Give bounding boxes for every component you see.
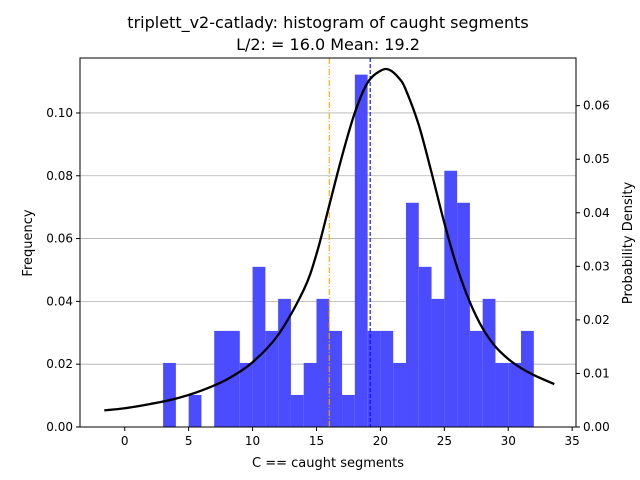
histogram-bar [252, 266, 266, 427]
y-axis-label: Frequency [21, 209, 36, 276]
x-tick-label: 35 [565, 434, 580, 448]
y-tick-label: 0.00 [46, 420, 73, 434]
histogram-bar [367, 330, 381, 427]
x-tick-label: 10 [245, 434, 260, 448]
y-tick-label: 0.02 [46, 357, 73, 371]
histogram-bar [495, 362, 509, 427]
y2-axis-label: Probability Density [621, 182, 636, 305]
histogram-bar [431, 298, 445, 427]
y2-axis-ticks: 0.00 0.01 0.02 0.03 0.04 0.05 0.06 [576, 99, 610, 434]
histogram-bar [457, 202, 470, 427]
histogram-bar [380, 330, 394, 427]
x-axis-label: C == caught segments [252, 456, 404, 471]
histogram-bar [342, 394, 355, 427]
histogram-bar [418, 266, 432, 427]
histogram-bar [482, 298, 496, 427]
histogram-bar [508, 362, 522, 427]
y-tick-label: 0.06 [46, 232, 73, 246]
y-tick-label: 0.08 [46, 169, 73, 183]
y-tick-label: 0.10 [46, 106, 73, 120]
histogram-bar [303, 362, 317, 427]
y2-tick-label: 0.01 [583, 366, 610, 380]
histogram-bar [444, 170, 458, 427]
chart-subtitle: L/2: = 16.0 Mean: 19.2 [236, 35, 420, 54]
histogram-bar [188, 394, 202, 427]
histogram-bar [469, 330, 483, 427]
y-tick-label: 0.04 [46, 294, 73, 308]
plot-frame [79, 57, 577, 428]
y-axis-ticks: 0.00 0.02 0.04 0.06 0.08 0.10 [46, 106, 80, 434]
density-curve [104, 67, 555, 412]
histogram-bar [227, 330, 240, 427]
x-tick-label: 0 [121, 434, 129, 448]
histogram-bar [316, 298, 330, 427]
x-tick-label: 25 [437, 434, 452, 448]
histogram-bar [214, 330, 228, 427]
x-axis-ticks: 0 5 10 15 20 25 30 35 [121, 427, 580, 448]
histogram-bar [393, 362, 406, 427]
y2-tick-label: 0.05 [583, 152, 610, 166]
y2-tick-label: 0.02 [583, 313, 610, 327]
y2-tick-label: 0.03 [583, 259, 610, 273]
x-tick-label: 20 [373, 434, 388, 448]
histogram-bar [265, 330, 279, 427]
histogram-bars [163, 74, 534, 427]
x-tick-label: 5 [185, 434, 193, 448]
histogram-bar [163, 362, 176, 427]
y2-tick-label: 0.06 [583, 99, 610, 113]
x-tick-label: 15 [309, 434, 324, 448]
chart-title: triplett_v2-catlady: histogram of caught… [127, 13, 528, 33]
histogram-bar [405, 202, 419, 427]
x-tick-label: 30 [501, 434, 516, 448]
y2-tick-label: 0.04 [583, 206, 610, 220]
histogram-bar [354, 74, 368, 427]
y2-tick-label: 0.00 [583, 420, 610, 434]
density-curve-group [104, 67, 555, 412]
reference-lines [328, 58, 371, 427]
histogram-bar [239, 362, 253, 427]
histogram-bar [329, 330, 343, 427]
histogram-bar [521, 330, 534, 427]
histogram-bar [290, 394, 304, 427]
